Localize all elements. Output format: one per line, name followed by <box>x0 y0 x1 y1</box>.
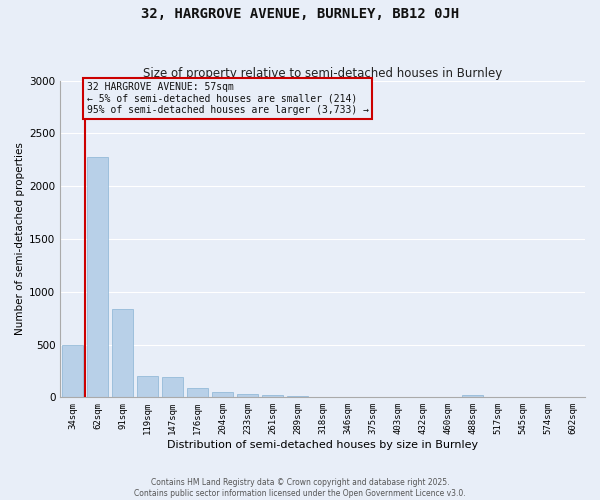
Y-axis label: Number of semi-detached properties: Number of semi-detached properties <box>15 142 25 336</box>
Bar <box>137 376 158 398</box>
Bar <box>287 396 308 398</box>
Bar <box>262 395 283 398</box>
Bar <box>62 344 83 398</box>
Bar <box>187 388 208 398</box>
Bar <box>162 377 184 398</box>
Text: 32 HARGROVE AVENUE: 57sqm
← 5% of semi-detached houses are smaller (214)
95% of : 32 HARGROVE AVENUE: 57sqm ← 5% of semi-d… <box>86 82 368 115</box>
Bar <box>87 156 109 398</box>
Text: Contains HM Land Registry data © Crown copyright and database right 2025.
Contai: Contains HM Land Registry data © Crown c… <box>134 478 466 498</box>
X-axis label: Distribution of semi-detached houses by size in Burnley: Distribution of semi-detached houses by … <box>167 440 478 450</box>
Bar <box>462 395 483 398</box>
Title: Size of property relative to semi-detached houses in Burnley: Size of property relative to semi-detach… <box>143 66 502 80</box>
Bar <box>212 392 233 398</box>
Text: 32, HARGROVE AVENUE, BURNLEY, BB12 0JH: 32, HARGROVE AVENUE, BURNLEY, BB12 0JH <box>141 8 459 22</box>
Bar <box>112 308 133 398</box>
Bar <box>237 394 258 398</box>
Bar <box>312 397 333 398</box>
